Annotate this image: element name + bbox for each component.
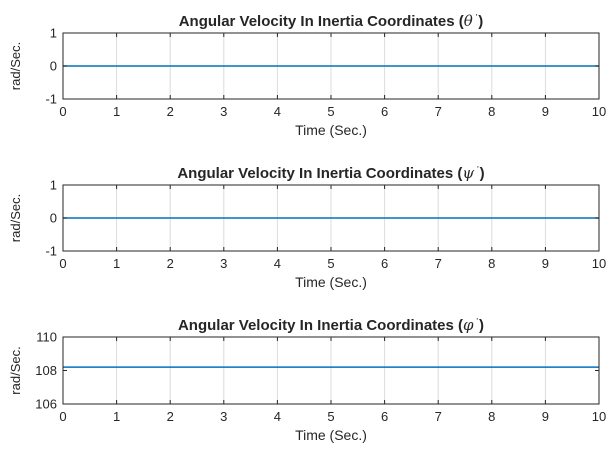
x-tick-label: 4 [274, 409, 281, 424]
x-tick-label: 9 [542, 256, 549, 271]
x-tick-label: 5 [327, 256, 334, 271]
chart-title: Angular Velocity In Inertia Coordinates … [178, 316, 484, 334]
x-tick-label: 8 [488, 409, 495, 424]
x-tick-label: 4 [274, 256, 281, 271]
x-axis-label: Time (Sec.) [295, 427, 367, 443]
x-tick-label: 7 [435, 409, 442, 424]
x-tick-label: 1 [113, 256, 120, 271]
x-tick-label: 1 [113, 104, 120, 119]
x-tick-label: 2 [167, 104, 174, 119]
x-tick-label: 9 [542, 409, 549, 424]
y-tick-label: 0 [50, 59, 57, 74]
x-tick-label: 8 [488, 104, 495, 119]
x-axis-label: Time (Sec.) [295, 274, 367, 290]
x-tick-label: 3 [220, 104, 227, 119]
x-tick-label: 5 [327, 409, 334, 424]
chart-title: Angular Velocity In Inertia Coordinates … [179, 12, 484, 30]
x-tick-label: 0 [59, 409, 66, 424]
x-tick-label: 0 [59, 256, 66, 271]
x-tick-label: 8 [488, 256, 495, 271]
y-tick-label: -1 [45, 244, 57, 259]
x-tick-label: 10 [592, 104, 606, 119]
y-axis-label: rad/Sec. [8, 194, 23, 242]
y-tick-label: 1 [50, 26, 57, 41]
x-tick-label: 9 [542, 104, 549, 119]
subplot-3: 0 1 2 3 4 5 6 7 8 9 10 106 108 110 Angular Velocity In… [8, 316, 606, 443]
x-tick-label: 10 [592, 256, 606, 271]
chart-title: Angular Velocity In Inertia Coordinates … [177, 164, 484, 182]
x-tick-label: 10 [592, 409, 606, 424]
y-axis-label: rad/Sec. [8, 346, 23, 394]
y-tick-label: 106 [35, 397, 57, 412]
x-tick-label: 7 [435, 256, 442, 271]
x-tick-label: 4 [274, 104, 281, 119]
y-tick-label: 1 [50, 178, 57, 193]
x-tick-label: 6 [381, 104, 388, 119]
x-tick-label: 1 [113, 409, 120, 424]
x-axis-label: Time (Sec.) [295, 122, 367, 138]
x-tick-label: 6 [381, 256, 388, 271]
y-tick-label: -1 [45, 92, 57, 107]
x-tick-label: 6 [381, 409, 388, 424]
y-tick-label: 108 [35, 363, 57, 378]
x-tick-label: 3 [220, 409, 227, 424]
y-tick-label: 110 [36, 330, 57, 345]
y-axis-label: rad/Sec. [8, 42, 23, 90]
x-tick-label: 2 [167, 256, 174, 271]
x-tick-label: 2 [167, 409, 174, 424]
x-tick-label: 5 [327, 104, 334, 119]
x-tick-label: 7 [435, 104, 442, 119]
y-tick-label: 0 [50, 211, 57, 226]
x-tick-label: 0 [59, 104, 66, 119]
x-tick-label: 3 [220, 256, 227, 271]
